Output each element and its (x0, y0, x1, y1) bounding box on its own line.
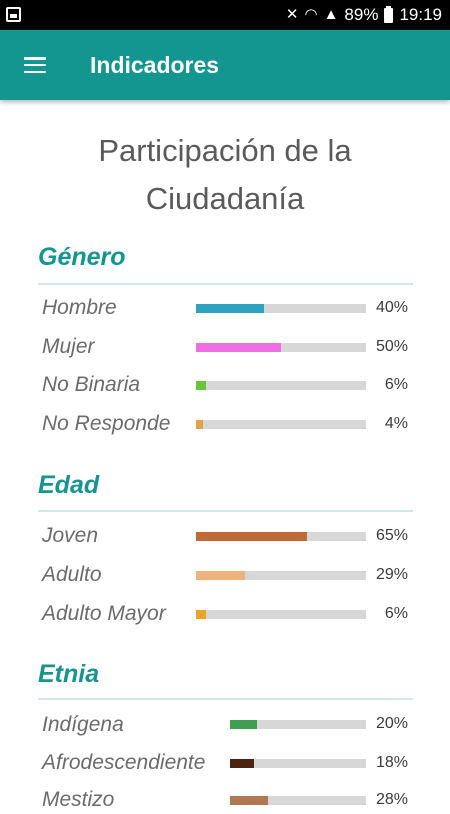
row-label: Adulto (42, 563, 102, 586)
progress-bar (196, 343, 366, 352)
row-label: Indígena (42, 713, 124, 736)
percentage: 20% (375, 715, 408, 732)
progress-bar (196, 381, 366, 390)
row-label: Mestizo (42, 788, 115, 811)
mute-icon: ✕ (285, 6, 299, 23)
percentage: 6% (384, 605, 408, 622)
row-label: Hombre (42, 296, 117, 319)
row-label: Joven (42, 524, 99, 547)
row-label: Adulto Mayor (42, 602, 166, 625)
percentage: 6% (384, 376, 408, 393)
status-bar: ✕ ◠ ▲ 89% 19:19 (0, 0, 450, 30)
battery-icon (384, 6, 394, 23)
app-bar-title: Indicadores (90, 52, 220, 78)
section-divider (38, 510, 413, 512)
progress-bar (230, 796, 366, 805)
progress-bar (196, 420, 366, 429)
section-divider (38, 698, 413, 700)
signal-icon: ▲ (323, 6, 339, 23)
page-title-line-2: Ciudadanía (145, 181, 305, 216)
progress-fill (196, 304, 264, 313)
percentage: 50% (375, 338, 408, 355)
progress-fill (196, 420, 203, 429)
row-label: Mujer (42, 335, 95, 358)
percentage: 29% (375, 566, 408, 583)
progress-fill (196, 571, 246, 580)
section-title-etnia: Etnia (38, 660, 100, 688)
progress-bar (196, 304, 366, 313)
hamburger-menu-icon[interactable] (24, 57, 46, 74)
gallery-icon (6, 7, 21, 22)
progress-fill (196, 343, 281, 352)
progress-bar (196, 532, 366, 541)
progress-bar (196, 610, 366, 619)
progress-fill (196, 610, 207, 619)
progress-fill (196, 532, 307, 541)
percentage: 28% (375, 791, 408, 808)
progress-bar (196, 571, 366, 580)
section-title-edad: Edad (38, 471, 100, 499)
progress-bar (230, 720, 366, 729)
progress-fill (196, 381, 207, 390)
progress-fill (230, 796, 269, 805)
section-title-genero: Género (38, 243, 126, 271)
section-divider (38, 283, 413, 285)
row-label: No Binaria (42, 373, 141, 396)
page-title-line-1: Participación de la (98, 133, 352, 168)
row-label: No Responde (42, 412, 171, 435)
clock: 19:19 (399, 5, 442, 24)
percentage: 65% (375, 527, 408, 544)
battery-percentage: 89% (344, 5, 379, 24)
progress-bar (230, 759, 366, 768)
page-title: Participación de la Ciudadanía (40, 127, 410, 223)
row-label: Afrodescendiente (42, 751, 206, 774)
wifi-icon: ◠ (304, 6, 318, 23)
progress-fill (230, 759, 255, 768)
status-icons: ✕ ◠ ▲ 89% 19:19 (286, 5, 442, 25)
percentage: 4% (384, 415, 408, 432)
app-bar: Indicadores (0, 30, 450, 100)
percentage: 18% (375, 754, 408, 771)
percentage: 40% (375, 299, 408, 316)
progress-fill (230, 720, 258, 729)
